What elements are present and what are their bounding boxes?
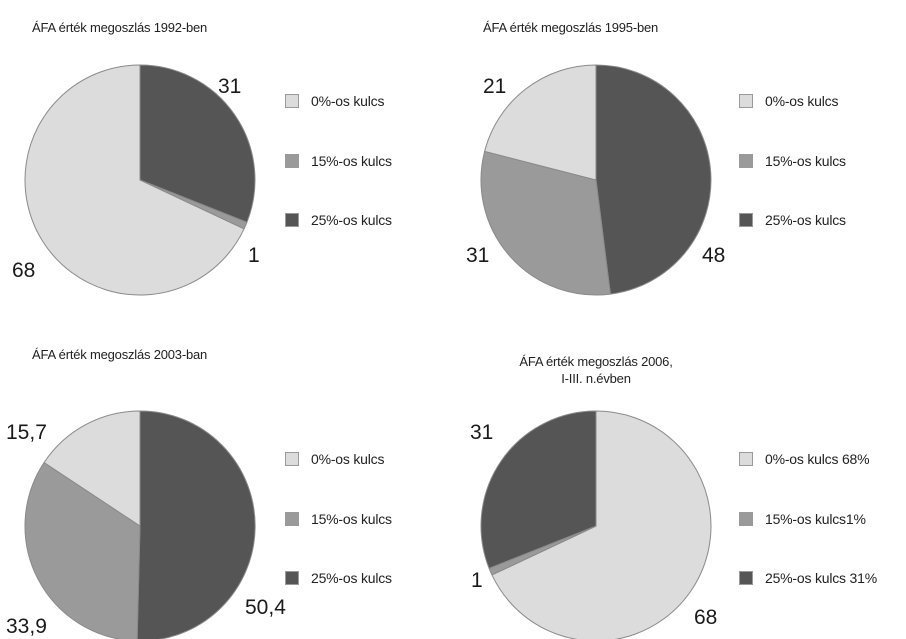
legend-label: 15%-os kulcs: [311, 153, 392, 169]
pie-slice-1: [480, 150, 611, 296]
pie-slice-0: [484, 64, 597, 181]
data-label-1: 31: [466, 244, 489, 267]
chart-title: ÁFA érték megoszlás 2003-ban: [32, 347, 207, 362]
legend-label: 25%-os kulcs: [311, 212, 392, 228]
legend-item-1: 15%-os kulcs: [285, 153, 392, 169]
legend-swatch: [285, 512, 299, 526]
legend-label: 25%-os kulcs: [765, 212, 846, 228]
data-label-2: 48: [702, 244, 725, 267]
chart-title-line: ÁFA érték megoszlás 1992-ben: [32, 20, 208, 35]
data-label-0: 68: [694, 606, 717, 629]
pie-slice-0: [43, 410, 141, 527]
legend-item-1: 15%-os kulcs: [739, 153, 846, 169]
data-label-2: 50,4: [245, 596, 286, 619]
legend-swatch: [285, 213, 299, 227]
legend-swatch: [285, 452, 299, 466]
legend-label: 0%-os kulcs: [311, 93, 385, 109]
legend-swatch: [739, 512, 753, 526]
chart-title-line: ÁFA érték megoszlás 2003-ban: [32, 347, 208, 362]
legend-swatch: [285, 94, 299, 108]
chart-title: ÁFA érték megoszlás 1992-ben: [32, 20, 207, 35]
pie-slice-2: [139, 64, 256, 223]
chart-title-line: ÁFA érték megoszlás 2006,: [519, 354, 673, 369]
legend-label: 15%-os kulcs: [311, 511, 392, 527]
pie-slice-0: [24, 64, 245, 296]
data-label-1: 1: [471, 569, 483, 592]
legend-item-2: 25%-os kulcs: [739, 212, 846, 228]
legend-label: 0%-os kulcs 68%: [765, 451, 870, 467]
pie-slice-2: [595, 64, 712, 295]
legend-swatch: [739, 452, 753, 466]
legend-label: 25%-os kulcs: [311, 570, 392, 586]
pie-slice-0: [491, 410, 712, 639]
data-label-0: 15,7: [6, 421, 47, 444]
data-label-1: 1: [248, 244, 260, 267]
legend-swatch: [285, 571, 299, 585]
pie-slice-2: [136, 410, 256, 639]
legend-label: 25%-os kulcs 31%: [765, 570, 877, 586]
legend-item-0: 0%-os kulcs: [285, 451, 384, 467]
data-label-0: 68: [12, 259, 35, 282]
legend-label: 0%-os kulcs: [311, 451, 385, 467]
legend-item-2: 25%-os kulcs: [285, 570, 392, 586]
legend-swatch: [285, 154, 299, 168]
legend-item-2: 25%-os kulcs 31%: [739, 570, 877, 586]
data-label-1: 33,9: [6, 615, 47, 638]
legend-item-0: 0%-os kulcs: [285, 93, 384, 109]
legend-label: 15%-os kulcs: [765, 153, 846, 169]
legend-label: 0%-os kulcs: [765, 93, 839, 109]
chart-title: ÁFA érték megoszlás 2006, I-III. n.évben: [481, 354, 711, 386]
legend-label: 15%-os kulcs1%: [765, 511, 866, 527]
legend-swatch: [739, 213, 753, 227]
chart-title: ÁFA érték megoszlás 1995-ben: [483, 20, 658, 35]
legend-item-1: 15%-os kulcs1%: [739, 511, 866, 527]
legend-swatch: [739, 571, 753, 585]
legend-swatch: [739, 94, 753, 108]
chart-title-line: ÁFA érték megoszlás 1995-ben: [483, 20, 659, 35]
data-label-0: 21: [483, 75, 506, 98]
data-label-2: 31: [218, 75, 241, 98]
legend-item-2: 25%-os kulcs: [285, 212, 392, 228]
legend-item-1: 15%-os kulcs: [285, 511, 392, 527]
pie-slice-2: [480, 410, 597, 569]
data-label-2: 31: [470, 421, 493, 444]
legend-item-0: 0%-os kulcs: [739, 93, 838, 109]
chart-title-line: I-III. n.évben: [561, 371, 631, 386]
legend-swatch: [739, 154, 753, 168]
pie-slice-1: [24, 461, 141, 639]
legend-item-0: 0%-os kulcs 68%: [739, 451, 870, 467]
